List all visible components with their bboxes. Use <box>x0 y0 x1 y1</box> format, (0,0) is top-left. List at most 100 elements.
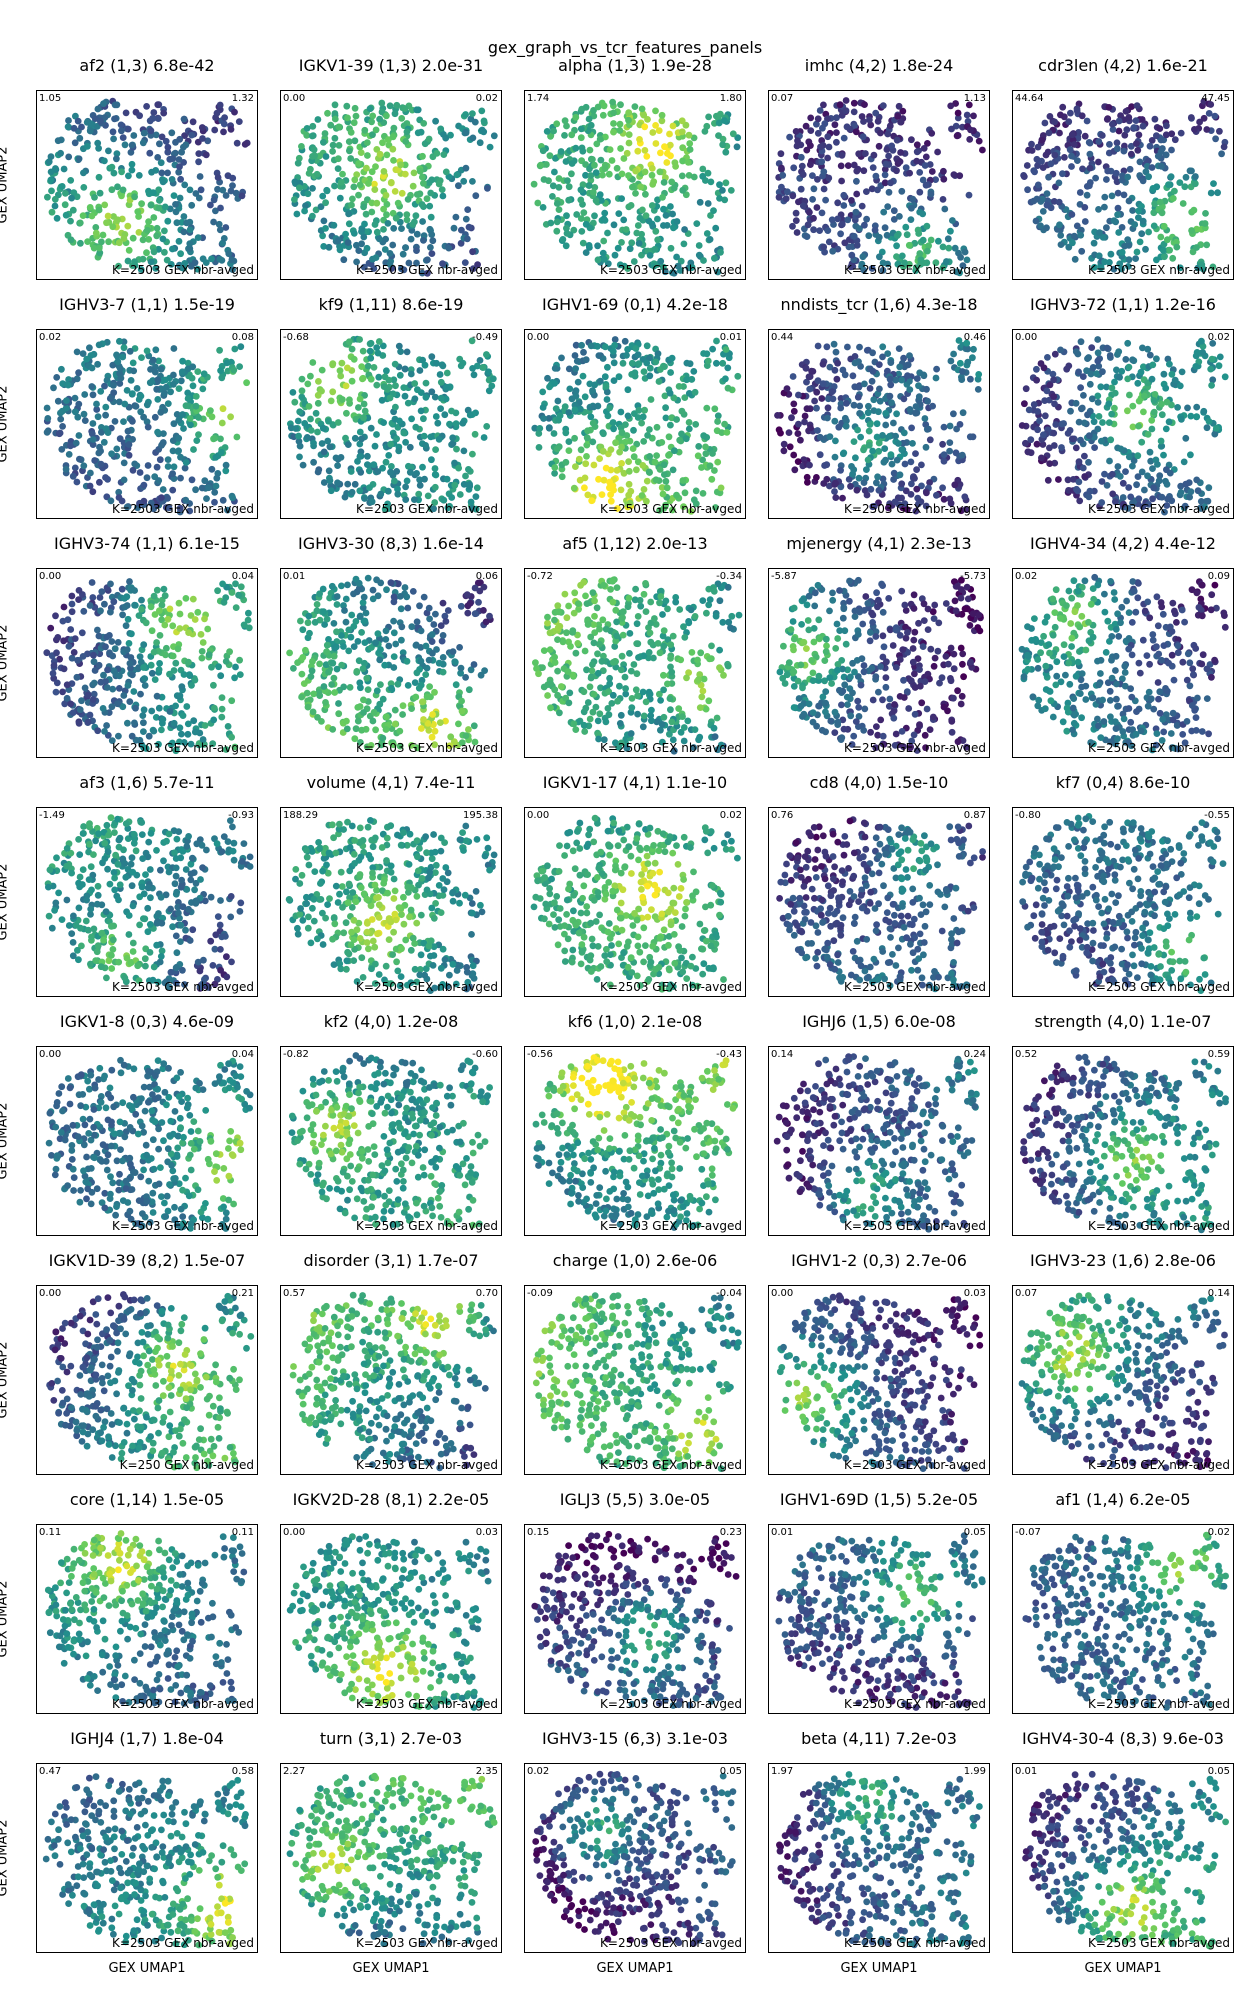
cell-point <box>460 480 468 488</box>
cell-point <box>686 146 694 153</box>
cell-point <box>138 200 145 208</box>
cell-point <box>794 458 802 465</box>
cell-point <box>432 117 439 125</box>
cell-point <box>217 435 224 443</box>
cell-point <box>1101 203 1108 211</box>
cell-point <box>1158 493 1166 501</box>
umap-scatter <box>44 97 251 273</box>
cell-point <box>164 148 172 156</box>
cell-point <box>164 217 172 225</box>
cell-point <box>437 394 445 402</box>
cell-point <box>893 242 900 250</box>
cell-point <box>630 258 638 265</box>
cell-point <box>1215 362 1223 370</box>
cell-point <box>893 136 901 144</box>
cell-point <box>431 499 439 506</box>
cell-point <box>947 357 955 365</box>
cell-point <box>679 477 687 484</box>
cell-point <box>319 424 327 432</box>
cell-point <box>801 412 809 420</box>
cell-point <box>223 359 231 367</box>
cell-point <box>614 244 622 252</box>
cell-point <box>727 187 735 194</box>
cell-point <box>131 601 138 609</box>
cell-point <box>415 490 423 498</box>
cell-point <box>966 136 974 143</box>
cell-point <box>964 358 972 366</box>
cell-point <box>1101 470 1108 478</box>
cell-point <box>152 264 160 272</box>
cell-point <box>828 388 836 396</box>
cell-point <box>1027 436 1035 444</box>
cell-point <box>802 364 810 372</box>
cell-point <box>302 202 309 210</box>
cell-point <box>1020 173 1028 180</box>
cell-point <box>1216 127 1223 135</box>
cell-point <box>311 152 318 160</box>
cell-point <box>75 155 83 163</box>
cell-point <box>699 490 707 497</box>
cell-point <box>422 671 430 678</box>
cell-point <box>348 201 355 209</box>
cell-point <box>1156 472 1164 480</box>
cell-point <box>1125 484 1133 491</box>
cell-point <box>911 475 918 482</box>
cell-point <box>882 410 890 417</box>
cell-point <box>1205 110 1213 117</box>
cell-point <box>572 144 580 152</box>
cell-point <box>163 644 170 652</box>
cell-point <box>86 204 94 211</box>
cell-point <box>897 149 904 156</box>
cell-point <box>1122 468 1129 475</box>
cell-point <box>795 391 802 399</box>
cell-point <box>389 209 397 217</box>
cell-point <box>471 430 479 438</box>
cell-point <box>587 342 595 350</box>
cell-point <box>153 232 161 240</box>
cell-point <box>793 142 801 150</box>
cell-point <box>884 260 891 268</box>
cell-point <box>1095 413 1103 420</box>
cell-point <box>182 141 190 149</box>
cell-point <box>615 434 623 442</box>
cell-point <box>834 215 842 223</box>
cell-point <box>1073 107 1081 115</box>
cell-point <box>707 212 714 219</box>
cell-point <box>458 226 465 234</box>
cell-point <box>1034 162 1041 169</box>
cell-point <box>383 200 391 208</box>
cell-point <box>337 178 345 186</box>
cell-point <box>180 228 188 236</box>
cell-point <box>367 339 375 347</box>
cell-point <box>361 407 369 415</box>
cell-point <box>884 130 892 138</box>
cell-point <box>934 148 941 156</box>
cell-point <box>227 413 235 421</box>
cell-point <box>704 169 712 177</box>
cell-point <box>807 127 815 134</box>
cell-point <box>669 506 676 514</box>
cell-point <box>184 720 192 728</box>
y-axis-label: GEX UMAP2 <box>0 624 11 702</box>
cell-point <box>1162 131 1170 139</box>
cell-point <box>457 669 464 677</box>
cell-point <box>699 456 706 464</box>
cell-point <box>394 680 402 688</box>
cell-point <box>404 682 412 689</box>
cell-point <box>390 157 397 164</box>
cell-point <box>598 197 605 204</box>
cell-point <box>1094 349 1102 357</box>
cell-point <box>705 113 712 121</box>
neighbor-avg-note: K=2503 GEX nbr-avged <box>356 263 498 277</box>
cell-point <box>668 178 676 186</box>
cell-point <box>1163 502 1171 509</box>
cell-point <box>1169 254 1177 262</box>
cell-point <box>925 242 932 250</box>
cell-point <box>813 120 820 128</box>
cell-point <box>946 422 954 430</box>
cell-point <box>420 120 428 127</box>
cell-point <box>685 172 693 179</box>
cell-point <box>164 456 172 463</box>
cell-point <box>195 431 202 438</box>
cell-point <box>885 152 892 160</box>
